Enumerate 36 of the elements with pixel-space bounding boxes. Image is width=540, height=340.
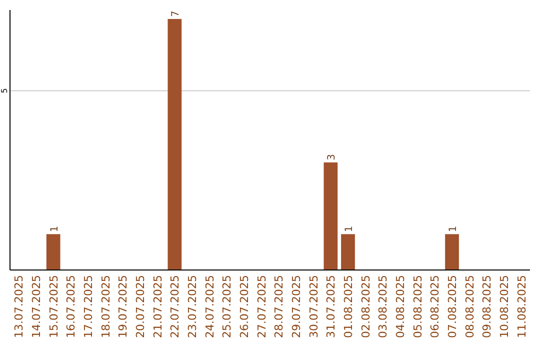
y-tick-label: 5 xyxy=(0,88,9,94)
x-tick-label: 10.08.2025 xyxy=(498,275,511,338)
x-tick-label: 24.07.2025 xyxy=(203,275,216,338)
data-label: 7 xyxy=(170,10,182,17)
x-tick-label: 27.07.2025 xyxy=(255,275,268,338)
x-tick-label: 07.08.2025 xyxy=(446,275,459,338)
x-tick-label: 08.08.2025 xyxy=(463,275,476,338)
x-tick-label: 20.07.2025 xyxy=(134,275,147,338)
x-tick-label: 21.07.2025 xyxy=(151,275,164,338)
data-label: 1 xyxy=(49,226,60,232)
data-label: 1 xyxy=(344,226,355,232)
x-tick-label: 19.07.2025 xyxy=(116,275,130,338)
x-tick-label: 09.08.2025 xyxy=(480,275,494,338)
x-tick-label: 02.08.2025 xyxy=(359,275,372,338)
x-tick-label: 01.08.2025 xyxy=(342,275,355,338)
x-tick-label: 04.08.2025 xyxy=(394,275,407,338)
data-label: 1 xyxy=(448,226,459,232)
x-tick-label: 16.07.2025 xyxy=(64,275,78,338)
x-tick-label: 14.07.2025 xyxy=(30,275,43,338)
x-tick-label: 03.08.2025 xyxy=(376,275,390,338)
x-tick-label: 18.07.2025 xyxy=(99,275,112,338)
x-tick-label: 15.07.2025 xyxy=(47,275,60,338)
x-tick-label: 30.07.2025 xyxy=(307,275,320,338)
x-tick-label: 25.07.2025 xyxy=(220,275,234,338)
x-tick-label: 28.07.2025 xyxy=(272,275,286,338)
x-tick-label: 23.07.2025 xyxy=(186,275,199,338)
x-tick-label: 29.07.2025 xyxy=(290,275,303,338)
x-tick-label: 31.07.2025 xyxy=(324,275,338,338)
x-tick-label: 26.07.2025 xyxy=(238,275,251,338)
x-tick-label: 05.08.2025 xyxy=(411,275,424,338)
x-tick-label: 06.08.2025 xyxy=(428,275,442,338)
x-tick-label: 11.08.2025 xyxy=(515,275,528,338)
x-tick-label: 13.07.2025 xyxy=(12,275,26,338)
x-tick-label: 22.07.2025 xyxy=(168,275,182,338)
data-label: 3 xyxy=(326,154,338,160)
x-tick-label: 17.07.2025 xyxy=(82,275,95,338)
